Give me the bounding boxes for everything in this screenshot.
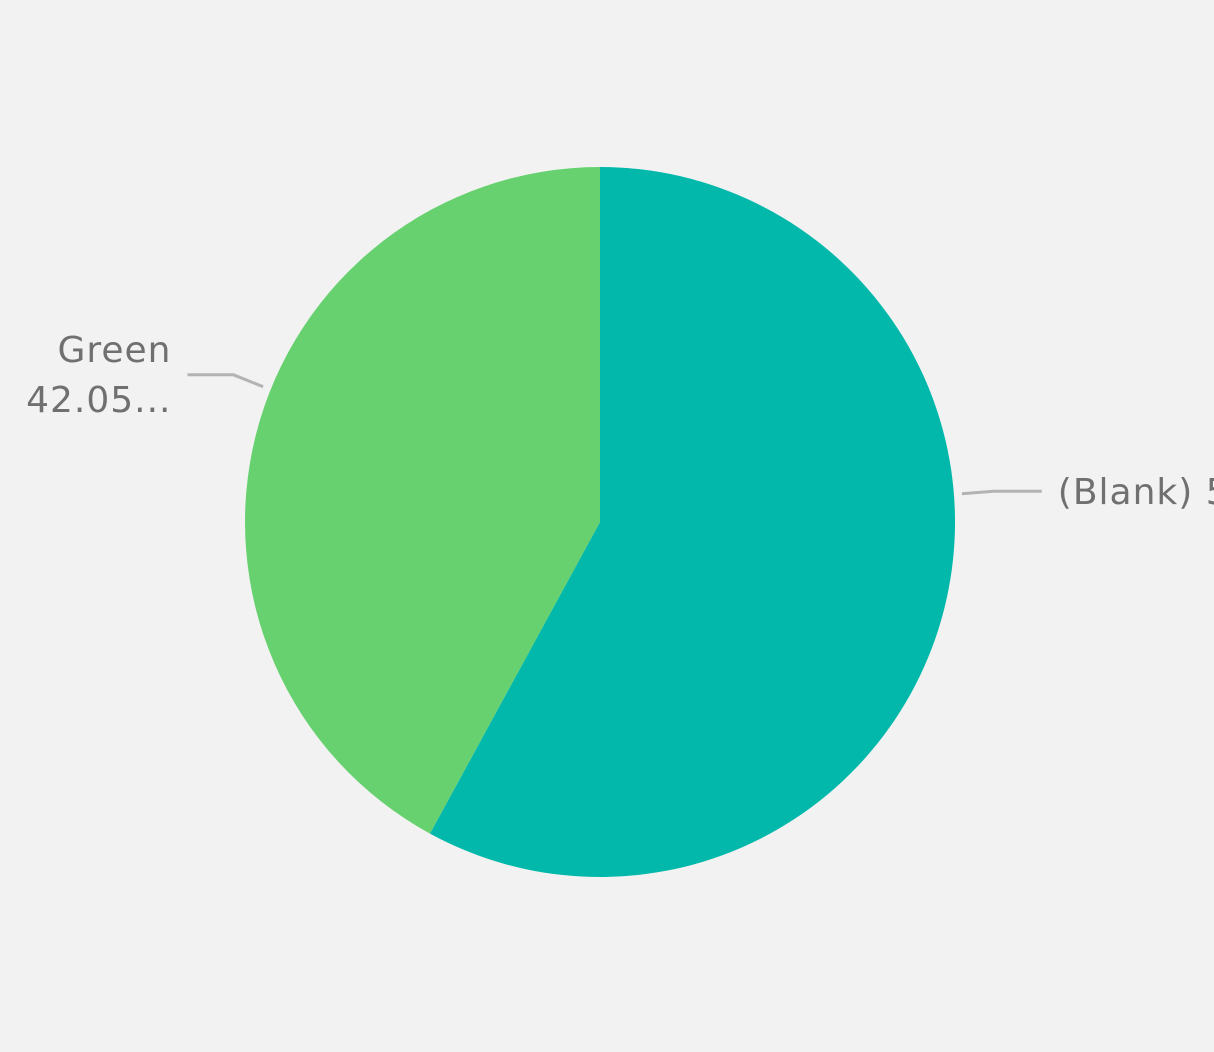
pie-data-labels: (Blank) 57.95% Green 42.05... bbox=[26, 330, 1214, 513]
leader-line-blank bbox=[961, 489, 1042, 496]
data-label-line-green-1: 42.05... bbox=[26, 380, 171, 421]
pie-leader-lines bbox=[187, 373, 1042, 496]
pie-slice-green[interactable] bbox=[245, 167, 600, 834]
pie-slice-blank[interactable] bbox=[429, 167, 956, 877]
data-label-blank: (Blank) 57.95% bbox=[1058, 472, 1214, 513]
pie-slices bbox=[245, 167, 956, 877]
data-label-green: Green 42.05... bbox=[26, 330, 171, 421]
data-label-line-blank-0: (Blank) 57.95% bbox=[1058, 472, 1214, 513]
data-label-line-green-0: Green bbox=[57, 330, 171, 371]
leader-line-green bbox=[187, 373, 264, 389]
